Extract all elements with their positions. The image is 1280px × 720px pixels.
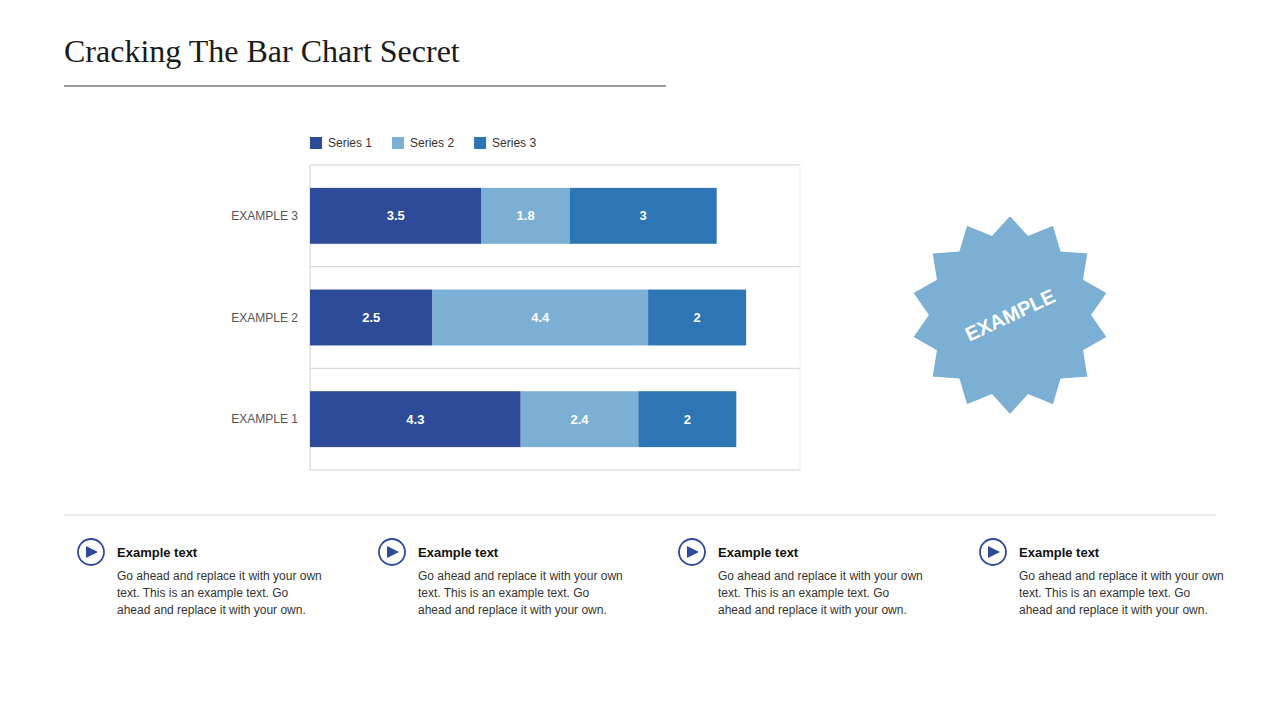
data-labels: 4.3 2.4 2 2.5 4.4 2 3.5 1.8 3	[362, 208, 701, 426]
chart: Cracking The Bar Chart Secret4.32.422.54…	[0, 0, 1280, 720]
data-label: 3.5	[387, 208, 405, 223]
legend: Series 1 Series 2 Series 3	[310, 136, 536, 150]
play-icon	[679, 539, 705, 565]
note-line: Go ahead and replace it with your own	[418, 569, 623, 583]
play-icon	[379, 539, 405, 565]
note-title: Example text	[718, 545, 799, 560]
note-title: Example text	[418, 545, 499, 560]
note-line: text. This is an example text. Go	[718, 586, 890, 600]
stamp-text: EXAMPLE	[962, 285, 1059, 346]
bar	[310, 188, 482, 244]
legend-swatch	[392, 137, 404, 149]
note-title: Example text	[117, 545, 198, 560]
play-icon	[687, 546, 699, 558]
legend-label: Series 1	[328, 136, 372, 150]
bars	[310, 188, 746, 447]
bar	[638, 391, 736, 447]
category-label: EXAMPLE 2	[231, 311, 298, 325]
legend-label: Series 3	[492, 136, 536, 150]
bar	[570, 188, 717, 244]
note: Example text Go ahead and replace it with…	[379, 539, 623, 617]
data-label: 4.3	[406, 412, 424, 427]
note-title: Example text	[1019, 545, 1100, 560]
note: Example text Go ahead and replace it with…	[980, 539, 1224, 617]
note-line: text. This is an example text. Go	[1019, 586, 1191, 600]
note: Example text Go ahead and replace it with…	[78, 539, 322, 617]
data-label: 1.8	[517, 208, 535, 223]
stamp	[913, 215, 1108, 415]
legend-swatch	[474, 137, 486, 149]
play-icon	[387, 546, 399, 558]
note-line: ahead and replace it with your own.	[1019, 603, 1208, 617]
note-line: text. This is an example text. Go	[418, 586, 590, 600]
bar	[433, 290, 649, 346]
data-label: 4.4	[531, 310, 550, 325]
category-label: EXAMPLE 3	[231, 209, 298, 223]
title: Cracking The Bar Chart Secret	[64, 33, 460, 69]
legend-swatch	[310, 137, 322, 149]
bar	[482, 188, 570, 244]
data-label: 3	[640, 208, 647, 223]
play-icon	[78, 539, 104, 565]
note: Example text Go ahead and replace it with…	[679, 539, 923, 617]
axis-line	[310, 470, 800, 471]
data-label: 2.4	[570, 412, 589, 427]
note-line: ahead and replace it with your own.	[418, 603, 607, 617]
play-icon	[988, 546, 1000, 558]
data-label: 2.5	[362, 310, 380, 325]
note-body: Go ahead and replace it with your own tex…	[718, 569, 923, 617]
play-icon	[980, 539, 1006, 565]
note-line: Go ahead and replace it with your own	[718, 569, 923, 583]
category-label: EXAMPLE 1	[231, 412, 298, 426]
bar	[310, 391, 521, 447]
bar	[648, 290, 746, 346]
note-line: text. This is an example text. Go	[117, 586, 289, 600]
separator	[310, 266, 800, 267]
background	[0, 0, 1280, 720]
note-body: Go ahead and replace it with your own tex…	[418, 569, 623, 617]
separator	[310, 165, 800, 166]
range-end	[800, 165, 801, 470]
note-line: Go ahead and replace it with your own	[117, 569, 322, 583]
title-rule	[64, 86, 666, 87]
data-label: 2	[693, 310, 700, 325]
note-line: Go ahead and replace it with your own	[1019, 569, 1224, 583]
separator	[310, 368, 800, 369]
note-body: Go ahead and replace it with your own tex…	[1019, 569, 1224, 617]
note-body: Go ahead and replace it with your own tex…	[117, 569, 322, 617]
play-icon	[86, 546, 98, 558]
bar	[521, 391, 639, 447]
note-line: ahead and replace it with your own.	[117, 603, 306, 617]
bar	[310, 290, 433, 346]
legend-label: Series 2	[410, 136, 454, 150]
data-label: 2	[684, 412, 691, 427]
note-line: ahead and replace it with your own.	[718, 603, 907, 617]
section-rule	[64, 515, 1216, 516]
